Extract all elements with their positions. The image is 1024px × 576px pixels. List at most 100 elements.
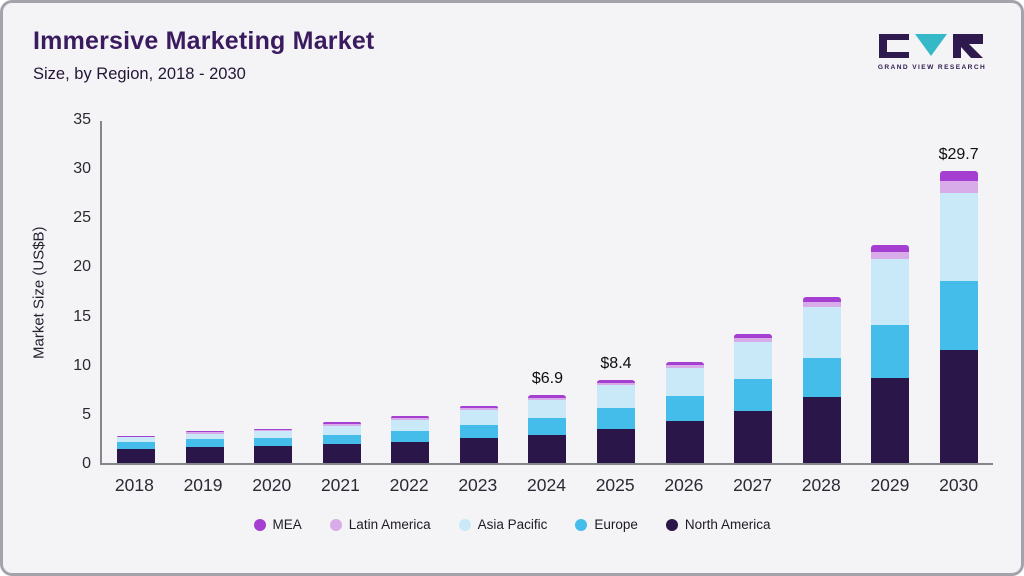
x-axis-label-2030: 2030 — [939, 475, 979, 495]
legend-label: MEA — [272, 517, 302, 532]
bar-segment-asia-pacific — [185, 433, 224, 440]
x-axis-label-2028: 2028 — [801, 475, 841, 495]
legend-item-latin-america: Latin America — [329, 517, 431, 532]
bar-stack-2029 — [871, 244, 910, 463]
bars-container: $6.9 $8.4 $29.7 — [102, 121, 993, 463]
legend-label: Asia Pacific — [477, 517, 548, 532]
bar-segment-north-america — [459, 438, 498, 463]
bar-segment-asia-pacific — [528, 400, 567, 418]
bar-value-label-2030: $29.7 — [938, 146, 979, 164]
y-axis-tick-label: 25 — [73, 209, 91, 227]
bar-column-2022 — [376, 415, 445, 463]
bar-segment-asia-pacific — [802, 306, 841, 358]
legend-swatch-asia-pacific — [458, 518, 471, 531]
bar-segment-mea — [734, 334, 773, 339]
bar-segment-asia-pacific — [459, 409, 498, 425]
bar-segment-mea — [459, 406, 498, 408]
bar-segment-mea — [391, 415, 430, 418]
bar-segment-mea — [596, 380, 635, 383]
x-axis-label-2025: 2025 — [595, 475, 635, 495]
bar-stack-2020 — [254, 428, 293, 463]
legend-item-north-america: North America — [665, 517, 770, 532]
bar-segment-europe — [528, 417, 567, 435]
bar-segment-asia-pacific — [391, 419, 430, 431]
header: Immersive Marketing Market Size, by Regi… — [3, 3, 1021, 84]
bar-column-2027 — [719, 334, 788, 463]
bar-segment-asia-pacific — [117, 437, 156, 443]
bar-segment-north-america — [665, 420, 704, 463]
grand-view-research-logo: GRAND VIEW RESEARCH — [877, 29, 987, 78]
y-axis-tick-label: 10 — [73, 356, 91, 374]
bar-segment-latin-america — [939, 180, 978, 193]
bar-column-2023 — [445, 406, 514, 463]
legend-label: Europe — [594, 517, 638, 532]
bar-segment-europe — [734, 379, 773, 411]
x-axis-label-2027: 2027 — [733, 475, 772, 495]
bar-segment-europe — [802, 357, 841, 398]
bar-segment-latin-america — [871, 251, 910, 259]
bar-column-2030: $29.7 — [924, 146, 993, 463]
bar-segment-europe — [459, 424, 498, 439]
bar-segment-latin-america — [254, 429, 293, 432]
bar-segment-latin-america — [802, 301, 841, 307]
title-block: Immersive Marketing Market Size, by Regi… — [33, 27, 374, 84]
bar-segment-north-america — [939, 349, 978, 463]
legend-item-asia-pacific: Asia Pacific — [458, 517, 548, 532]
bar-segment-europe — [871, 325, 910, 378]
bar-column-2021 — [308, 421, 377, 463]
bar-segment-latin-america — [322, 423, 361, 426]
y-axis-tick-label: 0 — [82, 455, 91, 472]
bar-segment-latin-america — [665, 364, 704, 368]
bar-segment-asia-pacific — [596, 385, 635, 408]
bar-segment-latin-america — [117, 436, 156, 438]
x-axis-label-2024: 2024 — [527, 475, 566, 495]
bar-segment-mea — [254, 428, 293, 430]
bar-segment-mea — [871, 244, 910, 252]
bar-column-2029 — [856, 244, 925, 463]
legend-item-mea: MEA — [253, 517, 302, 532]
bar-segment-mea — [528, 395, 567, 398]
x-axis-label-2019: 2019 — [183, 475, 223, 495]
bar-segment-europe — [665, 396, 704, 421]
bar-stack-2027 — [734, 334, 773, 463]
bar-segment-north-america — [117, 449, 156, 463]
bar-segment-latin-america — [391, 417, 430, 420]
x-axis-label-2022: 2022 — [389, 475, 429, 495]
x-axis-label-2026: 2026 — [664, 475, 704, 495]
bar-segment-mea — [665, 361, 704, 365]
bar-segment-europe — [322, 434, 361, 445]
bar-segment-europe — [596, 407, 635, 429]
y-axis-tick-label: 35 — [73, 111, 91, 128]
bar-segment-north-america — [596, 428, 635, 463]
bar-segment-mea — [939, 171, 978, 181]
bar-column-2026 — [650, 361, 719, 463]
y-axis-tick-label: 15 — [73, 307, 91, 325]
logo-text: GRAND VIEW RESEARCH — [878, 64, 986, 71]
bar-stack-2018 — [117, 435, 156, 463]
bar-stack-2023 — [459, 406, 498, 463]
bar-segment-asia-pacific — [254, 431, 293, 438]
x-axis-label-2020: 2020 — [252, 475, 292, 495]
bar-segment-mea — [117, 435, 156, 437]
legend-swatch-europe — [575, 518, 588, 531]
bar-stack-2021 — [322, 421, 361, 463]
bar-segment-latin-america — [459, 408, 498, 410]
bar-column-2018 — [102, 435, 171, 463]
legend-swatch-latin-america — [329, 518, 342, 531]
bar-segment-north-america — [528, 434, 567, 463]
x-axis-labels: 2018 2019 2020 2021 2022 2023 2024 2025 2026 2027… — [100, 475, 993, 496]
bar-segment-latin-america — [734, 338, 773, 343]
x-axis-label-2029: 2029 — [870, 475, 910, 495]
page-title: Immersive Marketing Market — [33, 27, 375, 55]
x-axis-label-2018: 2018 — [114, 475, 154, 495]
bar-segment-latin-america — [596, 382, 635, 386]
bar-column-2024: $6.9 — [513, 370, 582, 463]
bar-segment-mea — [802, 296, 841, 302]
bar-value-label-2024: $6.9 — [531, 370, 564, 388]
plot-area: $6.9 $8.4 $29.7 — [100, 121, 993, 465]
bar-stack-2024 — [528, 395, 567, 463]
bar-segment-europe — [185, 439, 224, 448]
bar-segment-north-america — [802, 397, 841, 463]
bar-segment-asia-pacific — [939, 192, 978, 282]
x-axis-label-2021: 2021 — [320, 475, 360, 495]
